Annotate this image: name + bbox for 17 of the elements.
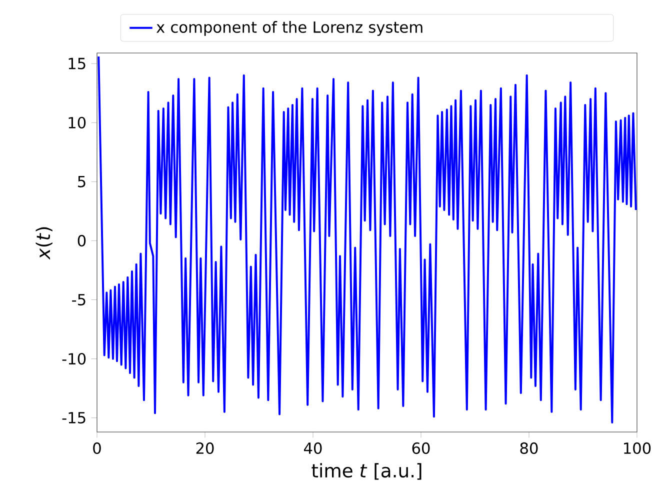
- y-tick-label: -5: [72, 294, 86, 306]
- y-tick-label: 15: [68, 58, 86, 70]
- x-tick-label: 80: [520, 442, 538, 454]
- y-axis-title: x(t): [36, 227, 52, 260]
- x-tick-label: 40: [304, 442, 322, 454]
- y-tick-label: 5: [78, 176, 86, 188]
- x-tick-label: 60: [412, 442, 430, 454]
- x-axis-title: time t [a.u.]: [312, 463, 422, 480]
- legend-label: x component of the Lorenz system: [156, 21, 422, 36]
- y-tick-label: 10: [68, 116, 86, 128]
- x-tick-label: 100: [624, 442, 651, 454]
- x-tick-label: 20: [196, 442, 214, 454]
- y-tick-label: -10: [62, 352, 86, 365]
- y-tick-label: -15: [62, 412, 86, 424]
- y-tick-label: 0: [78, 234, 86, 247]
- x-tick-label: 0: [93, 442, 101, 454]
- line-series: [98, 56, 637, 424]
